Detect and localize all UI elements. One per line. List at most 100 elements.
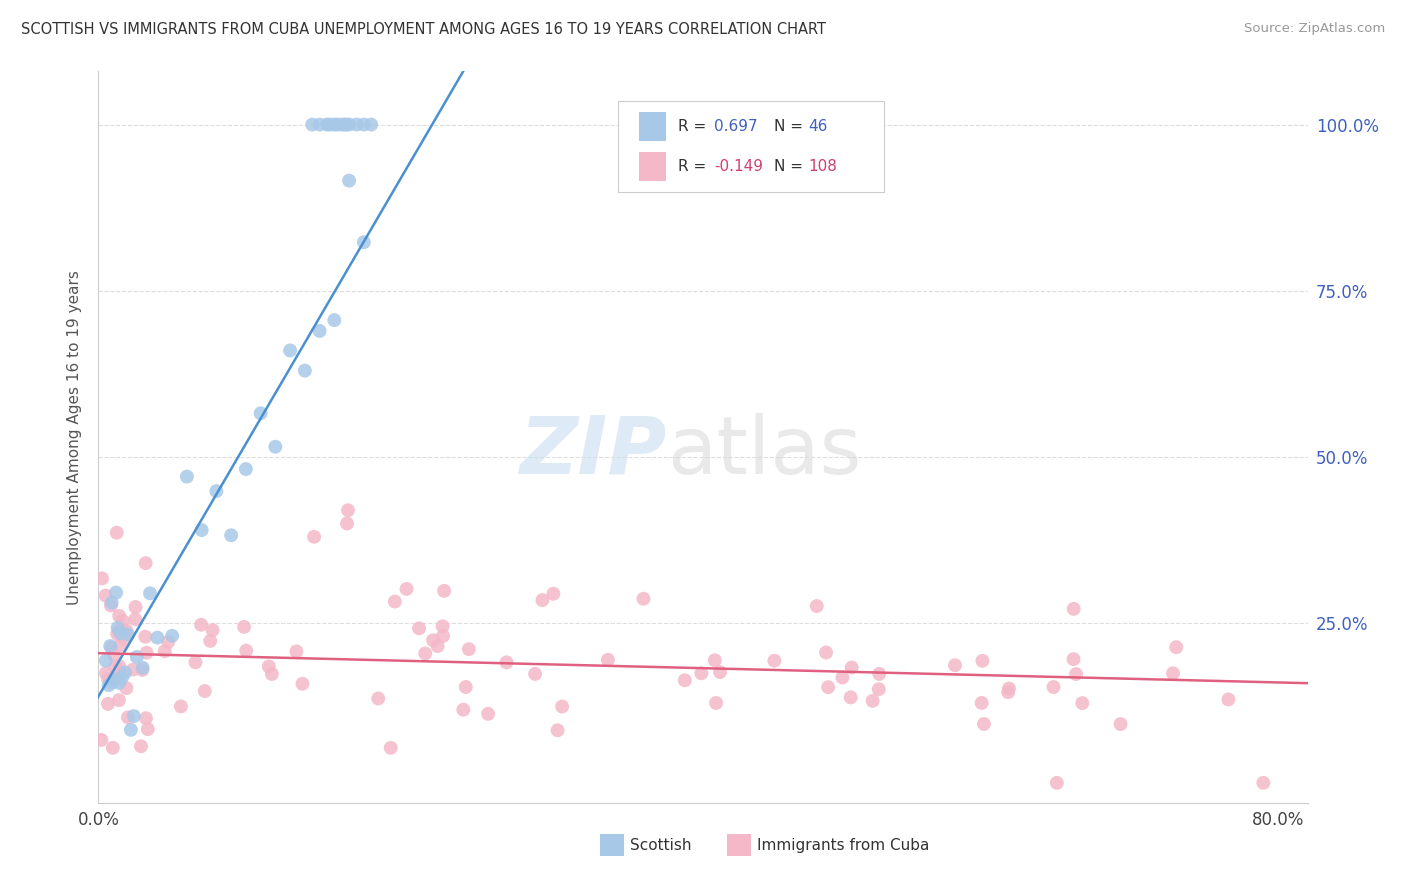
- Point: [384, 594, 406, 608]
- Point: [131, 661, 153, 675]
- Point: [709, 665, 731, 679]
- Point: [972, 654, 994, 668]
- Bar: [600, 834, 624, 856]
- Point: [135, 556, 157, 570]
- Point: [633, 591, 655, 606]
- Point: [134, 630, 156, 644]
- Point: [551, 699, 574, 714]
- Point: [110, 626, 132, 640]
- Point: [337, 118, 360, 132]
- Point: [105, 627, 128, 641]
- Point: [353, 235, 375, 250]
- Text: Source: ZipAtlas.com: Source: ZipAtlas.com: [1244, 22, 1385, 36]
- Point: [353, 118, 375, 132]
- Point: [367, 691, 389, 706]
- Bar: [727, 834, 751, 856]
- Point: [998, 681, 1021, 696]
- FancyBboxPatch shape: [619, 101, 884, 192]
- Point: [326, 118, 349, 132]
- Point: [219, 528, 242, 542]
- Point: [190, 617, 212, 632]
- Point: [129, 739, 152, 754]
- Point: [333, 118, 356, 132]
- Point: [1166, 640, 1188, 655]
- Point: [114, 665, 136, 680]
- Point: [319, 118, 342, 132]
- Point: [112, 624, 135, 638]
- Point: [249, 406, 271, 420]
- Text: R =: R =: [678, 159, 710, 174]
- Point: [291, 677, 314, 691]
- Point: [531, 593, 554, 607]
- Text: 0.697: 0.697: [714, 119, 758, 134]
- Text: -0.149: -0.149: [714, 159, 763, 174]
- Point: [690, 666, 713, 681]
- Point: [336, 516, 359, 531]
- Point: [146, 631, 169, 645]
- Point: [105, 585, 128, 599]
- Point: [457, 642, 479, 657]
- Point: [235, 643, 257, 657]
- Point: [301, 118, 323, 132]
- Bar: [638, 152, 665, 181]
- Point: [105, 525, 128, 540]
- Point: [395, 582, 418, 596]
- Point: [235, 462, 257, 476]
- Point: [90, 733, 112, 747]
- Point: [153, 644, 176, 658]
- Point: [308, 324, 330, 338]
- Text: ZIP: ZIP: [519, 413, 666, 491]
- Point: [111, 671, 134, 685]
- Point: [433, 583, 456, 598]
- Text: N =: N =: [775, 119, 808, 134]
- Point: [194, 684, 217, 698]
- Text: 46: 46: [808, 119, 828, 134]
- Point: [1071, 696, 1094, 710]
- Point: [806, 599, 828, 613]
- Point: [160, 629, 183, 643]
- Point: [94, 654, 117, 668]
- Point: [495, 656, 517, 670]
- Point: [131, 663, 153, 677]
- Point: [117, 627, 139, 641]
- Point: [233, 620, 256, 634]
- Point: [763, 654, 786, 668]
- Point: [294, 363, 316, 377]
- Point: [176, 469, 198, 483]
- Point: [100, 596, 122, 610]
- Point: [408, 621, 430, 635]
- Point: [1109, 717, 1132, 731]
- Point: [120, 723, 142, 737]
- Point: [547, 723, 569, 738]
- Point: [360, 118, 382, 132]
- Point: [862, 694, 884, 708]
- Point: [841, 660, 863, 674]
- Point: [943, 658, 966, 673]
- Point: [190, 523, 212, 537]
- Point: [94, 589, 117, 603]
- Point: [380, 740, 402, 755]
- Point: [91, 571, 114, 585]
- Point: [124, 599, 146, 614]
- Point: [107, 665, 129, 679]
- Point: [125, 649, 148, 664]
- Y-axis label: Unemployment Among Ages 16 to 19 years: Unemployment Among Ages 16 to 19 years: [67, 269, 83, 605]
- Point: [205, 484, 228, 499]
- Point: [596, 653, 619, 667]
- Point: [124, 612, 146, 626]
- Point: [1064, 667, 1087, 681]
- Point: [100, 640, 122, 655]
- Point: [1253, 776, 1275, 790]
- Point: [422, 633, 444, 648]
- Point: [200, 634, 222, 648]
- Point: [1218, 692, 1240, 706]
- Point: [868, 682, 890, 697]
- Point: [831, 671, 853, 685]
- Point: [1063, 602, 1085, 616]
- Point: [285, 644, 308, 658]
- Point: [104, 659, 127, 673]
- Point: [139, 586, 162, 600]
- Point: [432, 619, 454, 633]
- Point: [413, 647, 436, 661]
- Point: [1161, 666, 1184, 681]
